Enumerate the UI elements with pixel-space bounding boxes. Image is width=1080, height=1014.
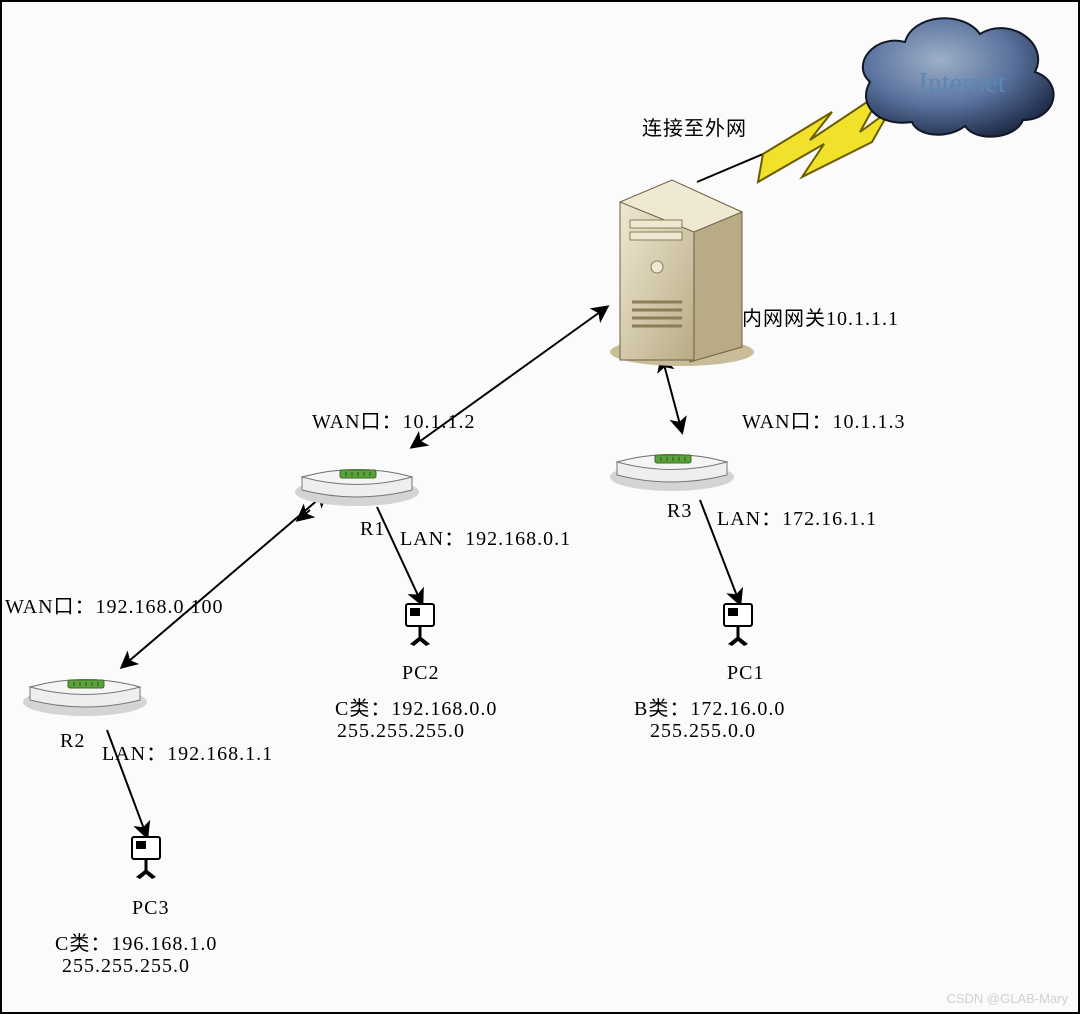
label-r3-wan: WAN口：10.1.1.3 — [742, 405, 906, 434]
label-pc3-net: C类：196.168.1.0 — [55, 927, 217, 956]
label-pc1-mask: 255.255.0.0 — [650, 720, 756, 743]
label-pc2-mask: 255.255.255.0 — [337, 720, 465, 743]
internet-cloud-icon: Internet — [863, 18, 1054, 136]
label-pc2-name: PC2 — [402, 662, 439, 685]
label-r3-name: R3 — [667, 500, 692, 523]
diagram-canvas: Internet — [0, 0, 1080, 1014]
label-pc2-net: C类：192.168.0.0 — [335, 692, 497, 721]
lightning-bolt-icon — [758, 92, 890, 182]
pc3-icon — [132, 837, 160, 879]
label-r1-lan: LAN：192.168.0.1 — [400, 522, 571, 551]
router-r1-icon — [295, 470, 419, 507]
edges — [107, 104, 922, 837]
label-r3-lan: LAN：172.16.1.1 — [717, 502, 877, 531]
label-r1-wan: WAN口：10.1.1.2 — [312, 405, 476, 434]
server-icon — [610, 180, 754, 366]
pc1-icon — [724, 604, 752, 646]
router-r3-icon — [610, 455, 734, 492]
label-pc3-mask: 255.255.255.0 — [62, 955, 190, 978]
internet-label: Internet — [918, 68, 1005, 99]
label-conn-ext: 连接至外网 — [642, 112, 747, 141]
label-pc1-name: PC1 — [727, 662, 764, 685]
pc2-icon — [406, 604, 434, 646]
watermark: CSDN @GLAB-Mary — [946, 991, 1068, 1006]
label-gateway: 内网网关10.1.1.1 — [742, 302, 899, 331]
network-svg: Internet — [2, 2, 1080, 1014]
label-r1-name: R1 — [360, 518, 385, 541]
router-r2-icon — [23, 680, 147, 717]
label-pc1-net: B类：172.16.0.0 — [634, 692, 785, 721]
label-r2-wan: WAN口：192.168.0.100 — [5, 590, 224, 619]
label-r2-name: R2 — [60, 730, 85, 753]
label-pc3-name: PC3 — [132, 897, 169, 920]
label-r2-lan: LAN：192.168.1.1 — [102, 737, 273, 766]
